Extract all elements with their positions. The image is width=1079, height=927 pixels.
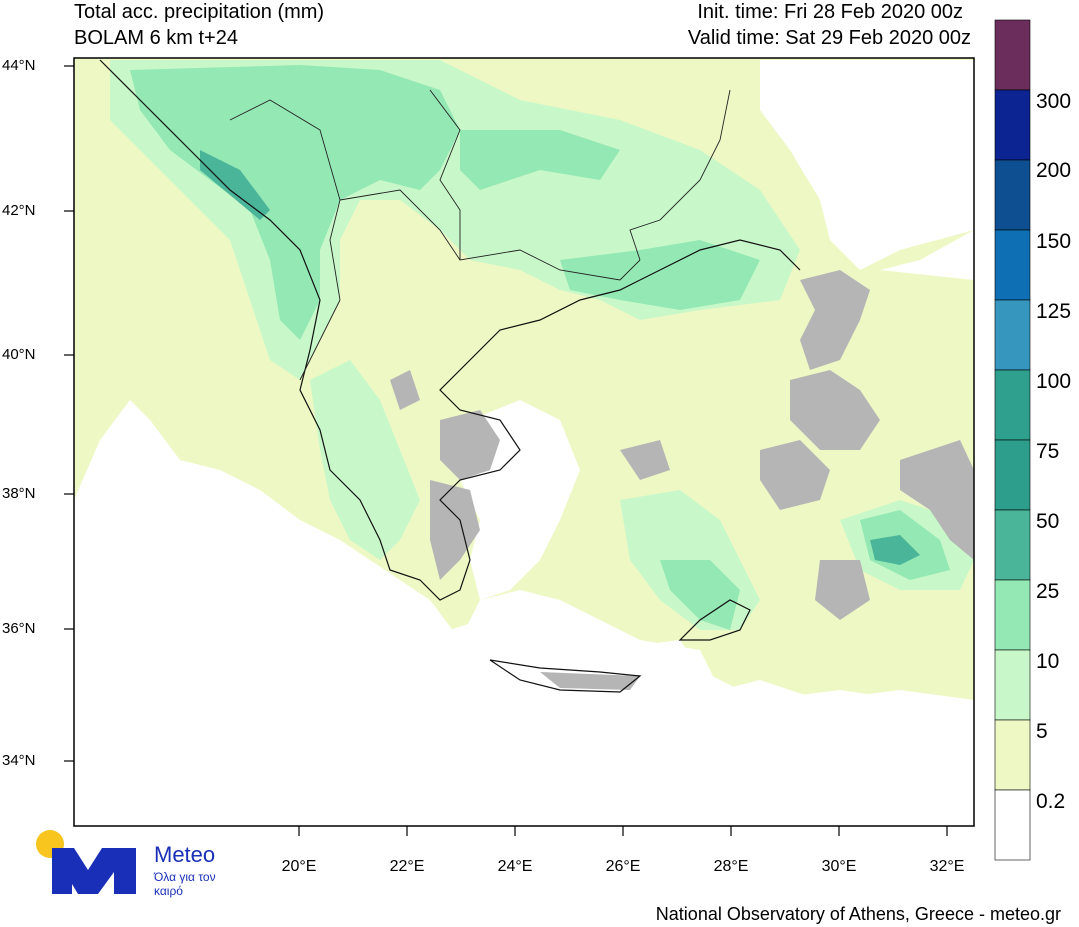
lon-label: 32°E bbox=[929, 858, 965, 875]
colorbar-swatch bbox=[994, 579, 1031, 651]
colorbar-swatch bbox=[994, 19, 1031, 91]
lon-label: 22°E bbox=[389, 858, 425, 875]
colorbar-label: 150 bbox=[1036, 230, 1072, 253]
lon-label: 30°E bbox=[821, 858, 857, 875]
precip-field-25-50 bbox=[200, 150, 270, 220]
colorbar-label: 5 bbox=[1036, 720, 1048, 743]
colorbar-swatch bbox=[994, 719, 1031, 791]
colorbar-label: 0.2 bbox=[1036, 790, 1066, 813]
dry-land-areas bbox=[390, 270, 974, 690]
sea-clear-south bbox=[74, 520, 974, 826]
precip-field-10-25 bbox=[130, 65, 460, 340]
lat-label: 38°N bbox=[2, 485, 36, 502]
precip-field-25-50-south-anatolia bbox=[870, 535, 920, 565]
colorbar-swatch bbox=[994, 789, 1031, 861]
colorbar-swatch bbox=[994, 299, 1031, 371]
country-borders bbox=[229, 89, 731, 381]
meteo-m-icon bbox=[36, 830, 136, 894]
colorbar-label: 25 bbox=[1036, 580, 1060, 603]
colorbar-label: 50 bbox=[1036, 510, 1060, 533]
map-title: Total acc. precipitation (mm) bbox=[74, 1, 325, 23]
colorbar-swatch bbox=[994, 369, 1031, 441]
lon-label: 26°E bbox=[605, 858, 641, 875]
colorbar-swatch bbox=[994, 159, 1031, 231]
logo-name: Meteo bbox=[154, 842, 216, 867]
colorbar-label: 125 bbox=[1036, 300, 1072, 323]
lat-label: 42°N bbox=[2, 202, 36, 219]
colorbar-swatch bbox=[994, 509, 1031, 581]
colorbar-label: 75 bbox=[1036, 440, 1060, 463]
colorbar-label: 200 bbox=[1036, 159, 1072, 182]
lon-label: 20°E bbox=[281, 858, 317, 875]
precip-field-10-25-dodecanese bbox=[660, 560, 740, 630]
lat-label: 36°N bbox=[2, 620, 36, 637]
precip-field-5-10-south bbox=[310, 360, 420, 560]
colorbar-swatch bbox=[994, 439, 1031, 511]
black-sea-clear bbox=[760, 60, 974, 270]
lat-label: 44°N bbox=[2, 57, 36, 74]
valid-time: Valid time: Sat 29 Feb 2020 00z bbox=[687, 27, 971, 49]
lon-label: 24°E bbox=[497, 858, 533, 875]
init-time: Init. time: Fri 28 Feb 2020 00z bbox=[697, 1, 963, 23]
lat-label: 40°N bbox=[2, 346, 36, 363]
footer-credit: National Observatory of Athens, Greece -… bbox=[655, 904, 1061, 924]
axis-ticks bbox=[64, 65, 948, 836]
colorbar-swatch bbox=[994, 229, 1031, 301]
lat-label: 34°N bbox=[2, 752, 36, 769]
colorbar-label: 100 bbox=[1036, 370, 1072, 393]
colorbar-swatch bbox=[994, 89, 1031, 161]
lon-label: 28°E bbox=[713, 858, 749, 875]
meteo-logo: Meteo Όλα για τον καιρό bbox=[34, 826, 244, 904]
colorbar-label: 300 bbox=[1036, 90, 1072, 113]
colorbar bbox=[994, 19, 1031, 861]
logo-tagline: Όλα για τον καιρό bbox=[154, 870, 216, 898]
map-frame bbox=[73, 57, 975, 827]
precip-field-10-25-bulgaria bbox=[460, 130, 620, 190]
model-run-label: BOLAM 6 km t+24 bbox=[74, 27, 238, 49]
coastlines bbox=[99, 59, 801, 693]
colorbar-swatch bbox=[994, 649, 1031, 721]
colorbar-label: 10 bbox=[1036, 650, 1060, 673]
